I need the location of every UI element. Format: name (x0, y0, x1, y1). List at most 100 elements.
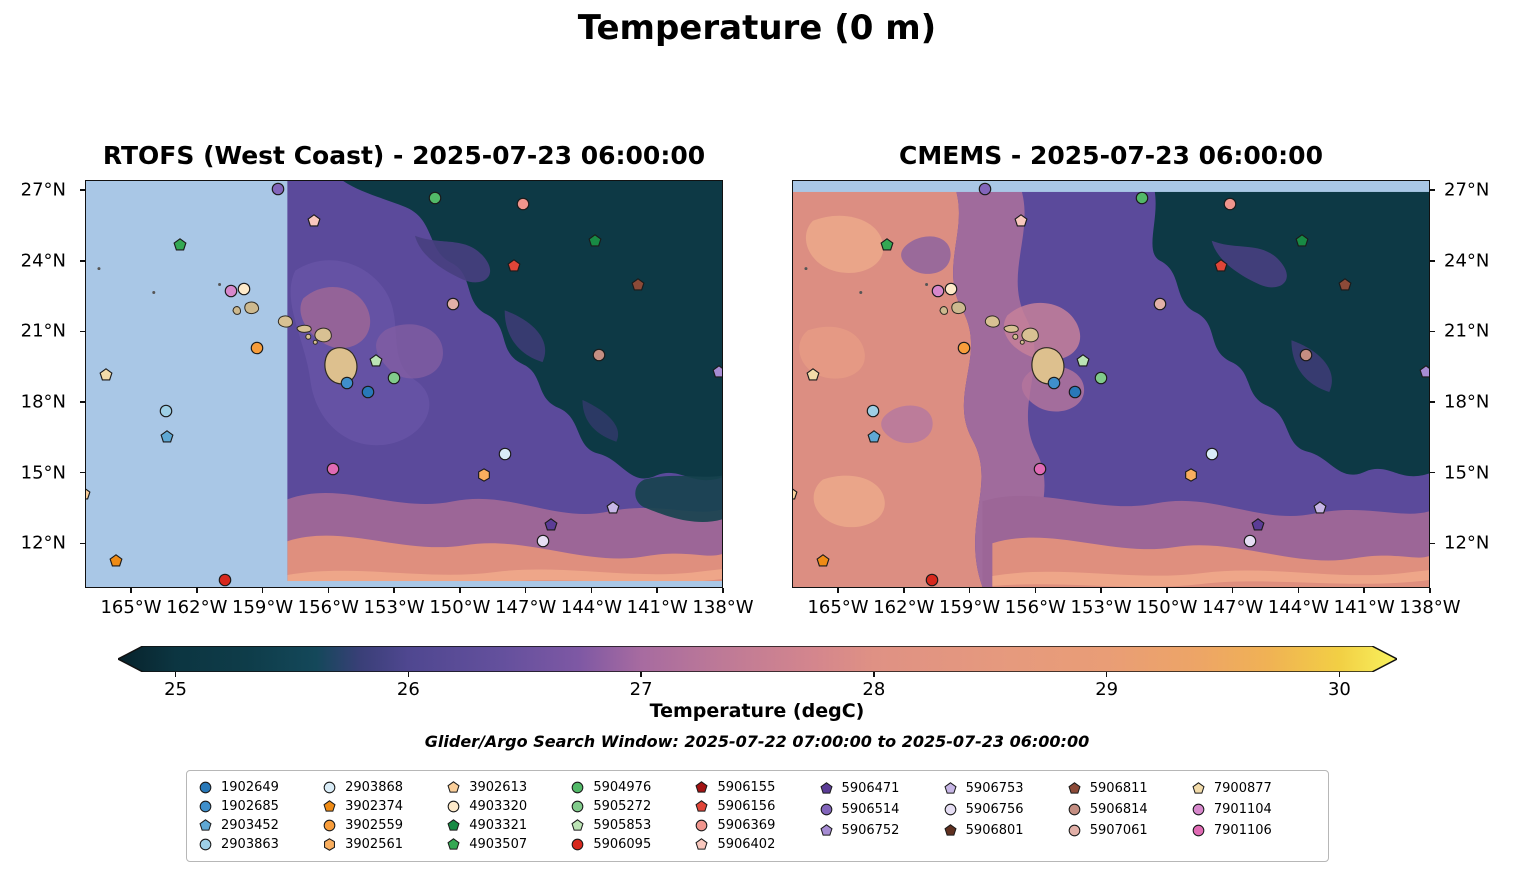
legend-label: 5904976 (593, 779, 652, 795)
circle-marker-icon (695, 819, 708, 832)
platform-marker-4903320 (944, 282, 958, 296)
platform-marker-2903863 (866, 404, 880, 418)
pentagon-marker-icon (447, 838, 460, 851)
legend-label: 3902559 (345, 818, 404, 834)
platform-marker-1902685 (1047, 376, 1061, 390)
panel-title-cmems: CMEMS - 2025-07-23 06:00:00 (899, 141, 1323, 170)
circle-marker-icon (199, 781, 212, 794)
legend-label: 3902374 (345, 798, 404, 814)
platform-marker-5906811 (1338, 278, 1353, 292)
legend-label: 5906155 (717, 779, 776, 795)
circle-marker-icon (820, 803, 833, 816)
lon-tick-label: 138°W (1399, 597, 1461, 618)
legend-label: 4903507 (469, 837, 528, 853)
platform-marker-5904976 (1135, 191, 1149, 205)
platform-marker-5906156 (506, 259, 521, 273)
platform-marker-4903321 (1295, 233, 1309, 248)
pentagon-marker-icon (199, 819, 212, 832)
legend-item-7900877: 7900877 (1192, 778, 1316, 798)
legend-label: 5905853 (593, 818, 652, 834)
colorbar-tick-mark (174, 672, 177, 677)
platform-marker-5906514 (978, 182, 992, 196)
lon-tick-label: 150°W (1136, 597, 1198, 618)
legend-item-4903321: 4903321 (447, 817, 571, 835)
lon-tick-label: 141°W (1333, 597, 1395, 618)
legend-item-5906155: 5906155 (695, 778, 819, 796)
legend-column: 5906811 5906814 5907061 (1068, 778, 1192, 854)
map-cmems (792, 180, 1430, 588)
search-window-subtitle: Glider/Argo Search Window: 2025-07-22 07… (424, 732, 1090, 751)
legend-label: 7901104 (1213, 801, 1272, 817)
circle-marker-icon (323, 819, 336, 832)
lon-tick-label: 156°W (297, 597, 359, 618)
legend-item-2903863: 2903863 (199, 836, 323, 854)
lat-tick-label: 18°N (20, 391, 66, 413)
platform-marker-1902649 (361, 385, 375, 399)
platform-marker-3902613 (793, 487, 798, 501)
platform-marker-2903868 (498, 447, 512, 461)
platform-marker-5906402 (307, 213, 321, 228)
legend-item-5905272: 5905272 (571, 797, 695, 815)
circle-marker-icon (199, 800, 212, 813)
legend-label: 5906471 (841, 780, 900, 796)
platform-marker-5906471 (544, 518, 558, 532)
platform-marker-5906753 (606, 500, 620, 515)
lon-tick-label: 150°W (429, 597, 491, 618)
legend-label: 2903863 (221, 837, 279, 853)
pentagon-marker-icon (1192, 781, 1205, 795)
lon-tick-label: 147°W (1202, 597, 1264, 618)
legend-column: 7900877 7901104 7901106 (1192, 778, 1316, 854)
lat-tick-label: 18°N (1444, 391, 1490, 413)
lat-tick-label: 27°N (1444, 179, 1490, 201)
platform-marker-7900877 (99, 367, 113, 382)
platform-marker-5906095 (925, 573, 939, 587)
platform-marker-4903321 (588, 233, 602, 248)
circle-marker-icon (1192, 824, 1205, 837)
panel-title-rtofs: RTOFS (West Coast) - 2025-07-23 06:00:00 (102, 141, 706, 170)
platform-marker-7901106 (326, 462, 340, 476)
legend-label: 5906753 (965, 780, 1024, 796)
lon-tick-label: 138°W (692, 597, 754, 618)
legend-item-5907061: 5907061 (1068, 820, 1192, 840)
platform-marker-3902559 (957, 341, 971, 355)
platform-marker-7900877 (806, 367, 820, 382)
lat-tick-label: 24°N (1444, 250, 1490, 272)
platform-marker-1902649 (1068, 385, 1082, 399)
platform-marker-5906756 (1243, 534, 1257, 548)
colorbar-tick-mark (640, 672, 642, 677)
legend-label: 5906752 (841, 822, 900, 838)
tick-mark (1430, 471, 1435, 474)
tick-mark (1430, 260, 1435, 262)
platform-marker-2903452 (160, 430, 174, 444)
lon-tick-label: 147°W (495, 597, 557, 618)
platform-marker-3902374 (816, 553, 830, 568)
legend-item-5906814: 5906814 (1068, 799, 1192, 819)
legend-item-7901104: 7901104 (1192, 799, 1316, 819)
platform-marker-5905853 (1076, 353, 1091, 368)
legend-item-3902374: 3902374 (323, 797, 447, 815)
legend-item-5906402: 5906402 (695, 836, 819, 854)
colorbar-tick-label: 27 (629, 679, 653, 700)
tick-mark (1430, 542, 1435, 545)
legend-item-5906369: 5906369 (695, 817, 819, 835)
legend-label: 5905272 (593, 798, 652, 814)
lon-tick-label: 153°W (1070, 597, 1132, 618)
circle-marker-icon (323, 781, 336, 794)
platform-marker-5906369 (516, 197, 530, 211)
platform-marker-5906095 (218, 573, 232, 587)
legend-label: 5906402 (717, 837, 776, 853)
platform-marker-5905853 (369, 353, 384, 368)
lon-axis-rtofs: 165°W 162°W 159°W 156°W 153°W 150°W 147°W 144°W… (85, 592, 753, 622)
legend-label: 2903452 (221, 818, 279, 834)
platform-marker-4903507 (880, 238, 894, 252)
legend-label: 1902685 (221, 798, 279, 814)
lon-tick-label: 162°W (873, 597, 935, 618)
legend-item-3902559: 3902559 (323, 817, 447, 835)
platform-marker-5906814 (592, 348, 606, 362)
platform-marker-5906402 (1014, 213, 1028, 228)
platform-marker-3902561 (477, 468, 491, 482)
legend-item-5906752: 5906752 (819, 820, 944, 840)
platform-marker-3902613 (86, 487, 91, 501)
legend-label: 5907061 (1089, 822, 1148, 838)
legend-label: 7900877 (1213, 780, 1272, 796)
